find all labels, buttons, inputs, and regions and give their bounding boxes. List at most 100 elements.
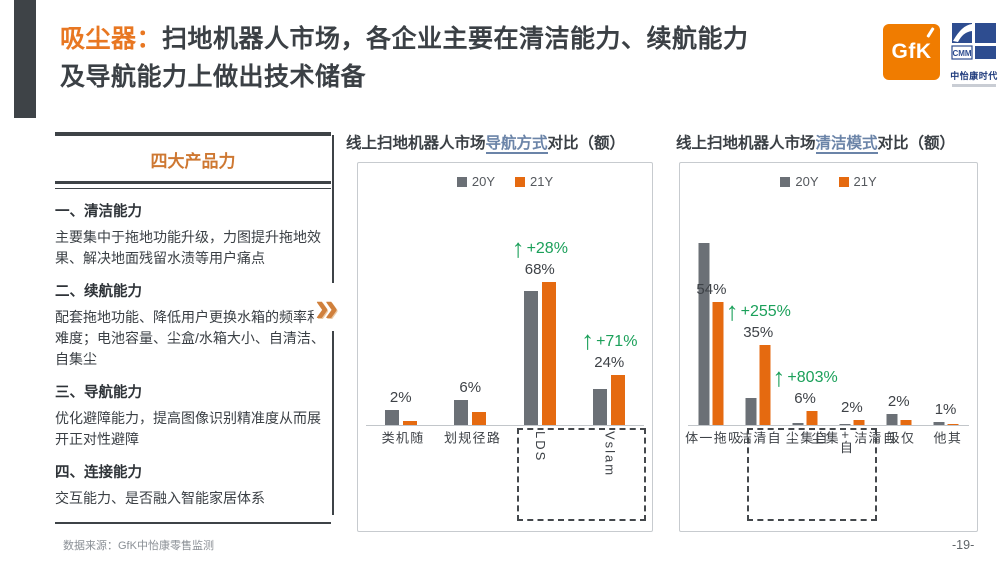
bar-21y [947,423,959,425]
value-label: 6% [794,390,816,408]
header-accent-bar [14,0,36,118]
value-label: 2% [841,399,863,417]
category-group: 2% 随机类 [366,163,436,446]
bar-21y [541,282,556,425]
bar-21y [853,420,865,425]
cmm-logo-name: 中怡康时代 [950,71,998,81]
category-group: 6% ↑ +803% 自集尘 [772,163,837,446]
bar-20y [593,389,608,425]
bar-pair [933,421,959,425]
chart-plot: 2% 随机类 6% 路径规划 68% ↑ +28% LDS 24% ↑ +71% Vslam [366,163,646,531]
growth-arrow-icon: ↑ [772,361,786,392]
category-group: 6% 路径规划 [436,163,506,446]
legend-item: 20Y [456,174,495,189]
category-group: 35% ↑ +255% 自清洁 [726,163,791,446]
growth-arrow-icon: ↑ [511,232,525,263]
growth-arrow-icon: ↑ [725,295,739,326]
bar-21y [900,420,912,425]
legend-label: 20Y [795,174,819,189]
value-label: 2% [389,389,412,407]
chart-2-title-keyword: 清洁模式 [815,135,878,154]
legend-item: 20Y [780,174,819,189]
bar-21y [472,412,487,425]
list-item: 二、续航能力 配套拖地功能、降低用户更换水箱的频率和难度；电池容量、尘盒/水箱大… [55,280,331,370]
category-label: 吸拖一体 [683,431,741,446]
category-group: 1% 其他 [922,163,969,446]
chart-1-title-suffix: 对比（额） [547,135,626,152]
bar-pair [839,420,865,425]
bar-20y [839,424,851,425]
bar-pair [384,410,417,425]
bar-20y [454,399,469,425]
value-label: 24% [594,353,625,371]
bar-pair [454,399,487,425]
capability-2-body: 配套拖地功能、降低用户更换水箱的频率和难度；电池容量、尘盒/水箱大小、自清洁、自… [55,309,325,367]
legend-swatch-20y [456,176,467,187]
value-label: 54% [696,280,727,298]
bar-20y [523,290,538,425]
chart-2-title-prefix: 线上扫地机器人市场 [676,135,816,152]
category-group: 24% ↑ +71% Vslam [575,163,645,478]
category-label: 其他 [931,431,961,446]
bar-pair [745,345,771,425]
chart-2-title-suffix: 对比（额） [877,135,956,152]
bar-20y [886,413,898,425]
bar-pair [792,411,818,425]
sidebar: 四大产品力 一、清洁能力 主要集中于拖地功能升级，力图提升拖地效果、解决地面残留… [55,132,331,553]
value-label: 35% [743,324,774,342]
legend-label: 21Y [853,174,877,189]
legend-swatch-21y [515,176,525,187]
bar-20y [745,397,757,425]
sidebar-header-underline [55,181,331,189]
category-label: 随机类 [379,431,424,446]
legend-swatch-20y [780,176,791,187]
list-item: 三、导航能力 优化避障能力，提高图像识别精准度从而展开正对性避障 [55,381,331,450]
growth-text: +803% [787,369,838,387]
gfk-logo: GfK [883,24,940,80]
cmm-logo: CMM 中怡康时代 [949,22,999,87]
legend-item: 21Y [838,174,877,189]
bar-21y [806,411,818,425]
list-item: 四、连接能力 交互能力、是否融入智能家居体系 [55,461,331,509]
growth-annotation: ↑ +28% [511,232,568,263]
bar-20y [384,410,399,425]
bar-20y [933,421,945,425]
data-source-note: 数据来源：GfK中怡康零售监测 [63,540,214,552]
title-line2: 及导航能力上做出技术储备 [60,63,367,91]
bar-pair [886,413,912,425]
capability-1-body: 主要集中于拖地功能升级，力图提升拖地效果、解决地面残留水渍等用户痛点 [55,229,321,266]
growth-annotation: ↑ +803% [772,361,838,392]
x-axis-line [688,425,969,426]
highlight-dashed-box [746,428,878,521]
cmm-abbr-text: CMM [952,49,971,58]
chart-1-title: 线上扫地机器人市场导航方式对比（额） [346,131,658,154]
footer-page-number: -19- [952,538,975,552]
chart-1-title-prefix: 线上扫地机器人市场 [346,135,486,152]
category-label: 路径规划 [441,431,500,446]
cmm-swoosh-icon [953,24,972,42]
flow-chevron-icon: » [314,283,340,331]
growth-annotation: ↑ +71% [581,328,637,353]
bar-20y [792,423,804,425]
chart-legend: 20Y 21Y [358,174,652,189]
chart-1-section: 线上扫地机器人市场导航方式对比（额） 20Y 21Y 2% 随机类 6% 路径规划 68% ↑… [346,131,658,532]
category-group: 54% 吸拖一体 [683,163,741,446]
bar-21y [611,374,626,425]
growth-annotation: ↑ +255% [725,295,791,326]
legend-swatch-21y [838,176,849,187]
chart-plot: 54% 吸拖一体 35% ↑ +255% 自清洁 6% ↑ +803% 自集尘 2% 自清洁+自集尘 2… [683,163,969,531]
growth-text: +255% [740,303,791,321]
bar-pair [523,282,556,425]
value-label: 1% [934,400,957,418]
chart-1-card: 20Y 21Y 2% 随机类 6% 路径规划 68% ↑ +28% LDS 24% ↑ +71% Vsla… [357,162,653,532]
category-label: 自清洁+自集尘 [809,431,896,456]
slide-title: 吸尘器：扫地机器人市场，各企业主要在清洁能力、续航能力 及导航能力上做出技术储备 [60,20,749,96]
legend-label: 20Y [471,174,495,189]
category-group: 2% 自清洁+自集尘 [809,163,895,455]
x-axis-line [366,425,644,426]
list-item: 一、清洁能力 主要集中于拖地功能升级，力图提升拖地效果、解决地面残留水渍等用户痛… [55,200,331,269]
bar-20y [698,242,710,425]
capability-4-heading: 四、连接能力 [55,465,142,481]
capability-1-heading: 一、清洁能力 [55,204,142,220]
